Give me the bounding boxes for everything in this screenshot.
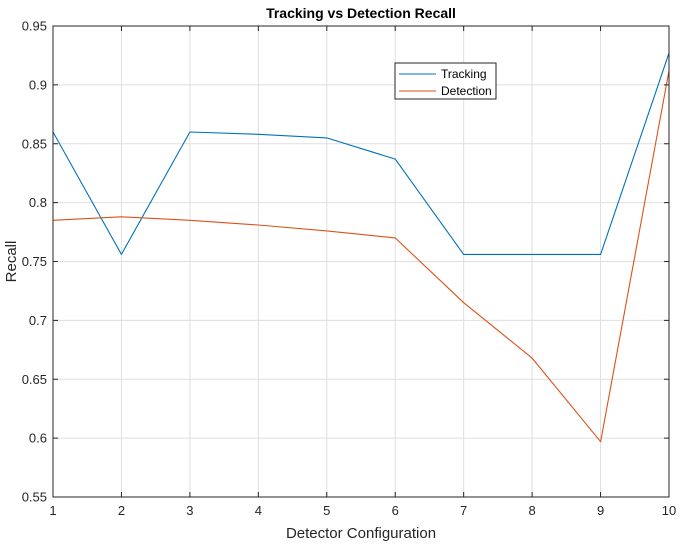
x-tick-label: 5 [323,503,330,518]
series-line-tracking [52,52,670,255]
y-tick-label: 0.7 [29,313,47,328]
y-tick-label: 0.85 [22,136,47,151]
x-tick-label: 8 [528,503,535,518]
chart-title: Tracking vs Detection Recall [266,5,456,21]
legend-label-detection: Detection [441,84,492,98]
y-tick-label: 0.75 [22,254,47,269]
axis-ticks [52,25,670,498]
x-tick-label: 7 [460,503,467,518]
y-tick-label: 0.6 [29,431,47,446]
legend-box [394,62,497,100]
y-tick-labels: 0.55 0.6 0.65 0.7 0.75 0.8 0.85 0.9 0.95 [22,19,47,505]
legend-label-tracking: Tracking [441,67,487,81]
x-tick-label: 10 [662,503,676,518]
y-axis-label: Recall [3,241,20,283]
x-tick-label: 4 [255,503,262,518]
x-axis-label: Detector Configuration [286,525,436,542]
x-tick-labels: 1 2 3 4 5 6 7 8 9 10 [49,503,676,518]
y-tick-label: 0.9 [29,77,47,92]
legend: Tracking Detection [394,62,497,100]
y-tick-label: 0.65 [22,372,47,387]
y-tick-label: 0.95 [22,19,47,34]
x-tick-label: 6 [392,503,399,518]
x-tick-label: 2 [118,503,125,518]
x-tick-label: 3 [186,503,193,518]
x-tick-label: 1 [49,503,56,518]
series-line-detection [52,70,670,443]
y-tick-label: 0.55 [22,490,47,505]
x-tick-label: 9 [597,503,604,518]
y-tick-label: 0.8 [29,195,47,210]
series-layer [52,52,670,443]
